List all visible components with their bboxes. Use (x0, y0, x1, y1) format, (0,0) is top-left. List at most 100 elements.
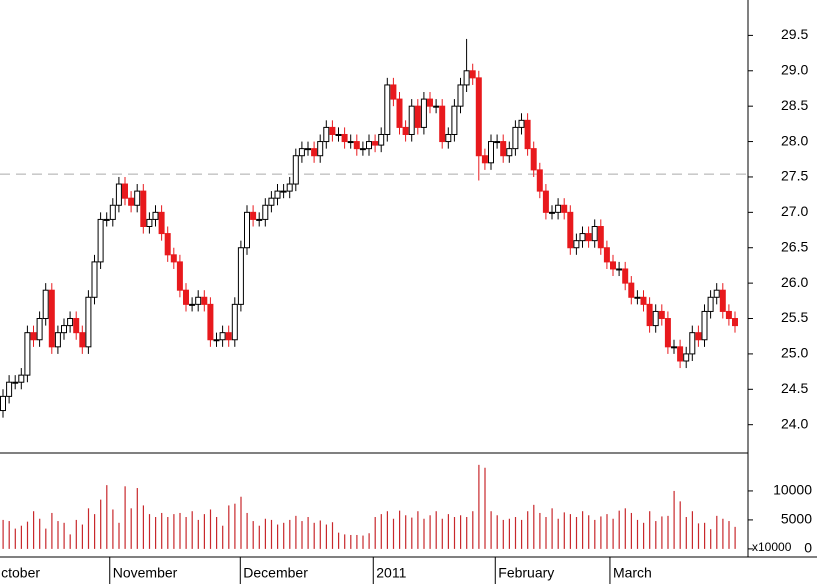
volume-bar (710, 529, 712, 549)
volume-bar (112, 509, 114, 549)
volume-bar (673, 490, 675, 549)
volume-unit: x10000 (752, 540, 792, 554)
x-tick-label: 2011 (376, 565, 406, 581)
candle-body (244, 211, 250, 249)
volume-bar (39, 518, 41, 549)
candle-body (427, 98, 433, 107)
candle-body (536, 169, 543, 192)
volume-bar (533, 504, 535, 549)
candle-body (549, 211, 555, 214)
candle-body (85, 296, 92, 348)
candle-body (54, 332, 61, 348)
volume-bar (649, 511, 651, 549)
candle-body (67, 318, 74, 327)
volume-bar (496, 515, 498, 549)
volume-bar (667, 515, 669, 549)
volume-bar (704, 522, 706, 549)
volume-bar (136, 488, 138, 549)
candle-body (671, 346, 677, 349)
candle-body (372, 141, 379, 146)
candle-body (146, 218, 153, 227)
candle-body (122, 183, 128, 199)
candle-body (61, 325, 67, 334)
candle-body (30, 332, 37, 341)
volume-bar (350, 534, 352, 549)
candle-body (213, 339, 220, 342)
volume-bar (502, 519, 504, 549)
candle-body (323, 126, 330, 143)
volume-bar (466, 517, 468, 549)
candle-body (512, 126, 519, 150)
volume-bar (295, 515, 297, 549)
candle-body (79, 332, 86, 348)
candle-body (530, 148, 537, 171)
volume-bar (521, 519, 523, 549)
volume-bar (600, 516, 602, 549)
candle-body (488, 141, 494, 164)
volume-bar (356, 534, 358, 549)
volume-bar (307, 517, 309, 549)
volume-bar (185, 517, 187, 549)
candle-body (719, 289, 726, 312)
volume-bar (569, 514, 571, 549)
volume-bar (392, 518, 395, 549)
candle-body (701, 310, 708, 341)
candle-body (597, 226, 604, 249)
volume-bar (155, 517, 157, 549)
volume-bar (716, 515, 718, 549)
volume-bar (14, 528, 16, 549)
y-tick-label: 26.0 (781, 274, 808, 290)
volume-bar (734, 526, 736, 549)
y-tick-label: 28.0 (781, 132, 808, 148)
candle-body (73, 318, 80, 334)
candle-body (268, 197, 275, 206)
volume-bar (484, 467, 486, 549)
candle-body (439, 105, 446, 143)
volume-bar (630, 512, 632, 549)
volume-bar (563, 512, 565, 549)
volume-bar (209, 509, 212, 549)
candle-body (603, 247, 610, 263)
candle-body (732, 318, 738, 327)
candle-body (280, 190, 287, 193)
candle-body (524, 119, 531, 150)
candle-body (622, 268, 629, 284)
volume-bar (368, 533, 370, 549)
y-tick-label: 29.5 (781, 26, 808, 42)
volume-bar (161, 512, 163, 549)
candle-body (652, 310, 659, 327)
volume-bar (636, 519, 639, 549)
volume-bar (429, 515, 431, 549)
volume-bar (697, 523, 700, 549)
candle-body (616, 268, 623, 271)
candle-body (237, 247, 244, 305)
volume-bar (374, 517, 376, 549)
volume-bar (679, 501, 681, 549)
candle-body (262, 204, 269, 220)
candle-body (219, 332, 226, 341)
volume-bar (527, 511, 529, 549)
candle-body (231, 303, 238, 341)
volume-bar (606, 514, 608, 549)
candle-body (725, 310, 732, 320)
candle-body (195, 296, 202, 305)
volume-bar (399, 510, 401, 549)
candle-body (658, 310, 665, 320)
candle-body (664, 318, 671, 348)
candle-body (292, 155, 299, 185)
volume-bar (539, 512, 541, 549)
candle-body (414, 105, 421, 128)
volume-bar (2, 519, 4, 549)
y-tick-label: 28.5 (781, 97, 808, 113)
candle-body (610, 261, 616, 270)
volume-bar (277, 524, 279, 549)
volume-bar (325, 524, 327, 549)
candle-body (12, 381, 19, 384)
volume-bar (20, 525, 22, 549)
candle-body (170, 254, 177, 263)
candle-body (561, 204, 568, 213)
volume-bar (130, 508, 132, 549)
candle-body (366, 141, 372, 150)
volume-bar (313, 522, 315, 549)
volume-bar (87, 508, 90, 549)
